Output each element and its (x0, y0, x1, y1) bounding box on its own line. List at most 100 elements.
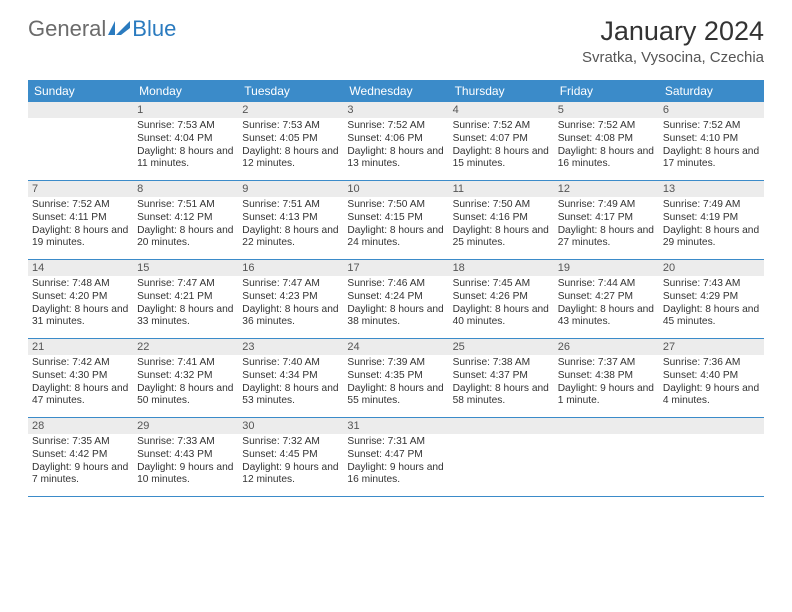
calendar-day-cell: 16Sunrise: 7:47 AMSunset: 4:23 PMDayligh… (238, 260, 343, 338)
sunset-text: Sunset: 4:21 PM (137, 291, 234, 304)
day-details: Sunrise: 7:52 AMSunset: 4:07 PMDaylight:… (449, 118, 554, 175)
calendar-day-cell: 24Sunrise: 7:39 AMSunset: 4:35 PMDayligh… (343, 339, 448, 417)
calendar-day-cell: 31Sunrise: 7:31 AMSunset: 4:47 PMDayligh… (343, 418, 448, 496)
calendar-day-cell: 19Sunrise: 7:44 AMSunset: 4:27 PMDayligh… (554, 260, 659, 338)
day-number: 14 (28, 260, 133, 276)
day-number: 20 (659, 260, 764, 276)
day-details: Sunrise: 7:52 AMSunset: 4:08 PMDaylight:… (554, 118, 659, 175)
calendar-day-cell: 4Sunrise: 7:52 AMSunset: 4:07 PMDaylight… (449, 102, 554, 180)
daylight-text: Daylight: 9 hours and 7 minutes. (32, 462, 129, 488)
logo-text-1: General (28, 16, 106, 42)
day-details: Sunrise: 7:47 AMSunset: 4:21 PMDaylight:… (133, 276, 238, 333)
day-details: Sunrise: 7:52 AMSunset: 4:06 PMDaylight:… (343, 118, 448, 175)
sunset-text: Sunset: 4:32 PM (137, 370, 234, 383)
sunset-text: Sunset: 4:19 PM (663, 212, 760, 225)
sunset-text: Sunset: 4:20 PM (32, 291, 129, 304)
calendar-week-row: 1Sunrise: 7:53 AMSunset: 4:04 PMDaylight… (28, 102, 764, 181)
day-header: Monday (133, 80, 238, 102)
calendar-day-cell: 18Sunrise: 7:45 AMSunset: 4:26 PMDayligh… (449, 260, 554, 338)
calendar-week-row: 21Sunrise: 7:42 AMSunset: 4:30 PMDayligh… (28, 339, 764, 418)
sunrise-text: Sunrise: 7:31 AM (347, 436, 444, 449)
sunrise-text: Sunrise: 7:41 AM (137, 357, 234, 370)
day-number: 3 (343, 102, 448, 118)
day-number (28, 102, 133, 118)
calendar-day-cell: 14Sunrise: 7:48 AMSunset: 4:20 PMDayligh… (28, 260, 133, 338)
daylight-text: Daylight: 8 hours and 24 minutes. (347, 225, 444, 251)
day-header: Saturday (659, 80, 764, 102)
sunrise-text: Sunrise: 7:52 AM (32, 199, 129, 212)
calendar-table: Sunday Monday Tuesday Wednesday Thursday… (28, 80, 764, 497)
day-header: Wednesday (343, 80, 448, 102)
sunrise-text: Sunrise: 7:53 AM (242, 120, 339, 133)
daylight-text: Daylight: 9 hours and 12 minutes. (242, 462, 339, 488)
sunrise-text: Sunrise: 7:50 AM (347, 199, 444, 212)
sunset-text: Sunset: 4:13 PM (242, 212, 339, 225)
daylight-text: Daylight: 8 hours and 40 minutes. (453, 304, 550, 330)
sunset-text: Sunset: 4:27 PM (558, 291, 655, 304)
calendar-day-cell: 27Sunrise: 7:36 AMSunset: 4:40 PMDayligh… (659, 339, 764, 417)
sunrise-text: Sunrise: 7:48 AM (32, 278, 129, 291)
sunrise-text: Sunrise: 7:46 AM (347, 278, 444, 291)
sunset-text: Sunset: 4:42 PM (32, 449, 129, 462)
day-number (659, 418, 764, 434)
day-number: 13 (659, 181, 764, 197)
day-details: Sunrise: 7:39 AMSunset: 4:35 PMDaylight:… (343, 355, 448, 412)
calendar-week-row: 14Sunrise: 7:48 AMSunset: 4:20 PMDayligh… (28, 260, 764, 339)
day-number: 29 (133, 418, 238, 434)
day-details: Sunrise: 7:45 AMSunset: 4:26 PMDaylight:… (449, 276, 554, 333)
calendar-day-cell: 2Sunrise: 7:53 AMSunset: 4:05 PMDaylight… (238, 102, 343, 180)
sunset-text: Sunset: 4:08 PM (558, 133, 655, 146)
day-details: Sunrise: 7:46 AMSunset: 4:24 PMDaylight:… (343, 276, 448, 333)
calendar-day-cell: 11Sunrise: 7:50 AMSunset: 4:16 PMDayligh… (449, 181, 554, 259)
sunset-text: Sunset: 4:07 PM (453, 133, 550, 146)
sunset-text: Sunset: 4:06 PM (347, 133, 444, 146)
sunset-text: Sunset: 4:47 PM (347, 449, 444, 462)
daylight-text: Daylight: 8 hours and 15 minutes. (453, 146, 550, 172)
calendar-day-cell: 15Sunrise: 7:47 AMSunset: 4:21 PMDayligh… (133, 260, 238, 338)
calendar-day-cell: 6Sunrise: 7:52 AMSunset: 4:10 PMDaylight… (659, 102, 764, 180)
sunset-text: Sunset: 4:24 PM (347, 291, 444, 304)
day-details: Sunrise: 7:33 AMSunset: 4:43 PMDaylight:… (133, 434, 238, 491)
calendar-day-cell: 25Sunrise: 7:38 AMSunset: 4:37 PMDayligh… (449, 339, 554, 417)
calendar-day-cell (659, 418, 764, 496)
sunrise-text: Sunrise: 7:47 AM (242, 278, 339, 291)
sunrise-text: Sunrise: 7:52 AM (558, 120, 655, 133)
day-number: 22 (133, 339, 238, 355)
day-details: Sunrise: 7:48 AMSunset: 4:20 PMDaylight:… (28, 276, 133, 333)
daylight-text: Daylight: 8 hours and 43 minutes. (558, 304, 655, 330)
calendar-day-cell: 13Sunrise: 7:49 AMSunset: 4:19 PMDayligh… (659, 181, 764, 259)
day-number: 4 (449, 102, 554, 118)
calendar-day-cell: 30 Sunrise: 7:32 AMSunset: 4:45 PMDayligh… (238, 418, 343, 496)
day-number: 18 (449, 260, 554, 276)
sunrise-text: Sunrise: 7:44 AM (558, 278, 655, 291)
day-details: Sunrise: 7:50 AMSunset: 4:15 PMDaylight:… (343, 197, 448, 254)
sunrise-text: Sunrise: 7:32 AM (242, 436, 339, 449)
sunset-text: Sunset: 4:35 PM (347, 370, 444, 383)
day-number: 21 (28, 339, 133, 355)
sunrise-text: Sunrise: 7:52 AM (663, 120, 760, 133)
sunset-text: Sunset: 4:26 PM (453, 291, 550, 304)
page-header: General Blue January 2024 Svratka, Vysoc… (0, 0, 792, 74)
calendar-day-cell: 10Sunrise: 7:50 AMSunset: 4:15 PMDayligh… (343, 181, 448, 259)
calendar-day-cell: 1Sunrise: 7:53 AMSunset: 4:04 PMDaylight… (133, 102, 238, 180)
day-details: Sunrise: 7:47 AMSunset: 4:23 PMDaylight:… (238, 276, 343, 333)
day-details: Sunrise: 7:51 AMSunset: 4:12 PMDaylight:… (133, 197, 238, 254)
daylight-text: Daylight: 8 hours and 47 minutes. (32, 383, 129, 409)
sunrise-text: Sunrise: 7:42 AM (32, 357, 129, 370)
sunrise-text: Sunrise: 7:47 AM (137, 278, 234, 291)
calendar-day-cell: 29Sunrise: 7:33 AMSunset: 4:43 PMDayligh… (133, 418, 238, 496)
sunrise-text: Sunrise: 7:35 AM (32, 436, 129, 449)
daylight-text: Daylight: 8 hours and 55 minutes. (347, 383, 444, 409)
sunrise-text: Sunrise: 7:52 AM (453, 120, 550, 133)
sunrise-text: Sunrise: 7:52 AM (347, 120, 444, 133)
calendar-day-cell: 7Sunrise: 7:52 AMSunset: 4:11 PMDaylight… (28, 181, 133, 259)
day-number: 10 (343, 181, 448, 197)
title-block: January 2024 Svratka, Vysocina, Czechia (582, 16, 764, 66)
sunrise-text: Sunrise: 7:49 AM (558, 199, 655, 212)
sunset-text: Sunset: 4:45 PM (242, 449, 339, 462)
day-number: 30 (238, 418, 343, 434)
daylight-text: Daylight: 8 hours and 13 minutes. (347, 146, 444, 172)
sunset-text: Sunset: 4:29 PM (663, 291, 760, 304)
day-details: Sunrise: 7:44 AMSunset: 4:27 PMDaylight:… (554, 276, 659, 333)
calendar-body: 1Sunrise: 7:53 AMSunset: 4:04 PMDaylight… (28, 102, 764, 497)
